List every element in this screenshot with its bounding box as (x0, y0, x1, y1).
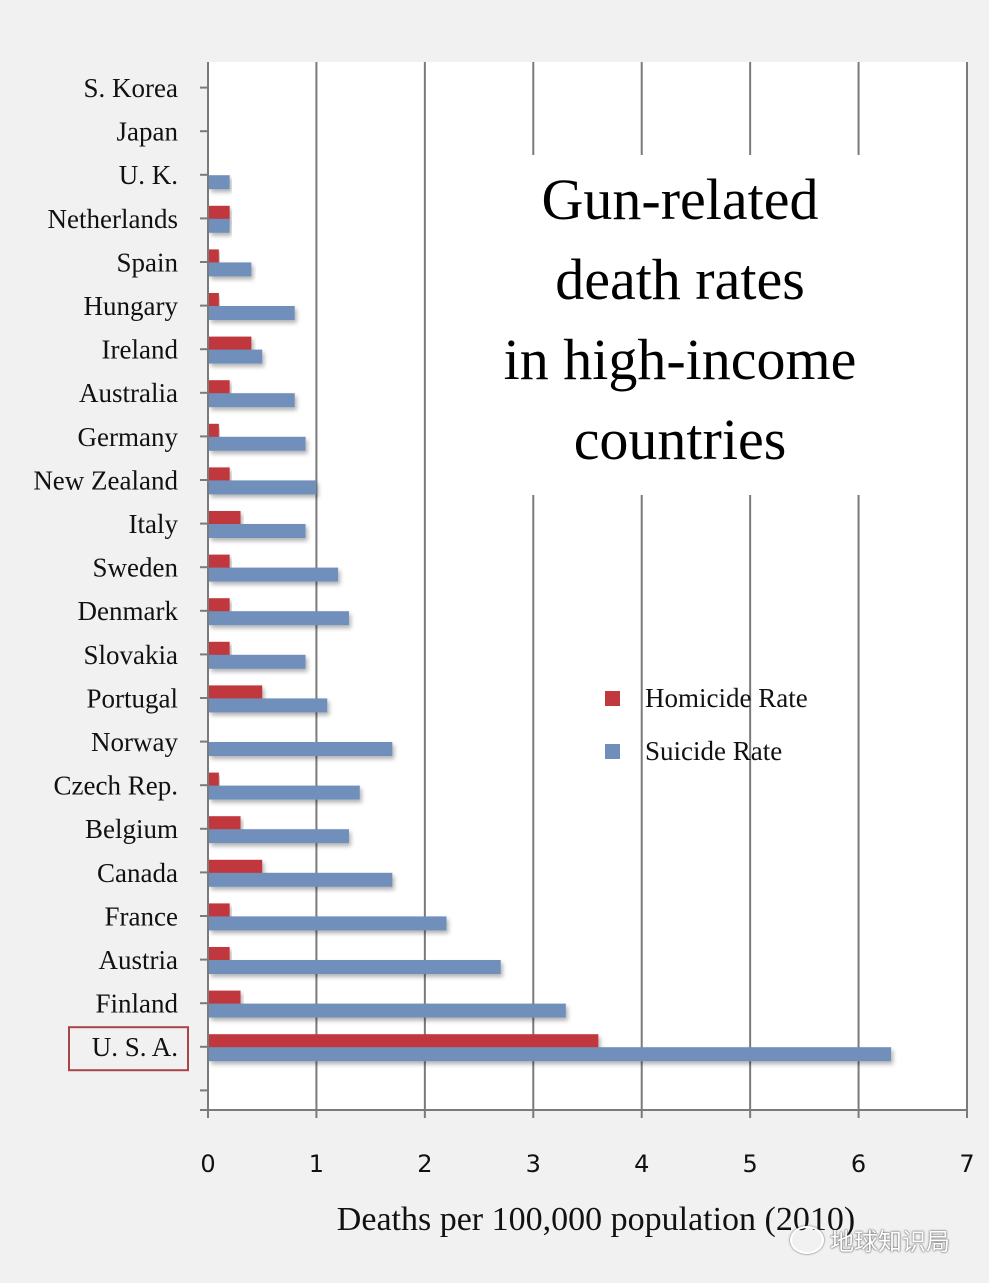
category-label: Norway (91, 727, 178, 757)
wechat-icon (790, 1225, 824, 1254)
highlight-box (68, 1026, 189, 1072)
x-tick-label: 6 (851, 1150, 866, 1178)
category-label: U. K. (119, 160, 178, 190)
category-label: Australia (79, 378, 178, 408)
category-label: Czech Rep. (54, 771, 178, 801)
suicide-bar (209, 349, 263, 364)
suicide-bar (209, 960, 501, 974)
homicide-bar (209, 903, 230, 918)
category-label: Hungary (84, 291, 179, 321)
homicide-bar (209, 423, 219, 438)
suicide-bar (209, 742, 393, 756)
title-line: countries (573, 407, 787, 472)
chart-title: Gun-related death rates in high-income c… (440, 160, 920, 480)
category-label: Belgium (85, 814, 178, 844)
category-label: Italy (129, 509, 179, 539)
watermark: 地球知识局 (790, 1222, 950, 1257)
category-label: Ireland (102, 335, 179, 365)
legend: Homicide Rate Suicide Rate (605, 672, 808, 778)
category-label: Austria (99, 945, 179, 975)
suicide-bar (209, 262, 252, 277)
suicide-bar (209, 698, 328, 713)
legend-item-homicide: Homicide Rate (605, 672, 808, 725)
category-label: New Zealand (33, 465, 178, 495)
homicide-bar (209, 511, 241, 525)
x-axis-label: Deaths per 100,000 population (2010) (337, 1201, 855, 1238)
homicide-bar (209, 554, 230, 569)
category-label: Portugal (87, 683, 179, 713)
legend-label: Homicide Rate (645, 683, 808, 713)
title-line: death rates (555, 247, 805, 312)
x-tick-label: 0 (200, 1150, 215, 1178)
category-label: Germany (78, 422, 179, 452)
category-label: France (105, 901, 178, 931)
homicide-bar (209, 685, 263, 700)
suicide-bar (209, 567, 339, 582)
watermark-text: 地球知识局 (830, 1228, 950, 1256)
category-label: Sweden (93, 553, 179, 583)
x-tick-label: 1 (309, 1150, 324, 1178)
suicide-bar (209, 524, 306, 538)
legend-label: Suicide Rate (645, 736, 783, 766)
suicide-bar (209, 916, 447, 931)
suicide-bar (209, 611, 349, 626)
category-label: Netherlands (48, 204, 178, 234)
homicide-bar (209, 990, 241, 1005)
homicide-bar (209, 641, 230, 656)
title-line: in high-income (503, 327, 857, 392)
homicide-bar (209, 293, 219, 307)
homicide-bar (209, 380, 230, 395)
suicide-bar (209, 785, 360, 800)
suicide-bar (209, 1047, 892, 1062)
category-label: Japan (117, 117, 179, 147)
category-label: Canada (97, 858, 178, 888)
suicide-bar (209, 393, 295, 408)
category-label: Spain (116, 247, 178, 277)
x-tick-label: 7 (959, 1150, 974, 1178)
category-label: Finland (95, 989, 178, 1019)
x-tick-label: 4 (634, 1150, 649, 1178)
suicide-bar (209, 872, 393, 887)
homicide-bar (209, 467, 230, 482)
homicide-bar (209, 336, 252, 351)
homicide-swatch-icon (605, 691, 620, 706)
suicide-bar (209, 218, 230, 233)
x-tick-label: 3 (526, 1150, 541, 1178)
homicide-bar (209, 859, 263, 874)
homicide-bar (209, 205, 230, 220)
category-label: U. S. A. (92, 1032, 178, 1062)
suicide-bar (209, 436, 306, 451)
homicide-bar (209, 598, 230, 613)
suicide-swatch-icon (605, 744, 620, 759)
homicide-bar (209, 772, 219, 787)
title-background (455, 155, 905, 495)
homicide-bar (209, 947, 230, 961)
suicide-bar (209, 654, 306, 669)
x-tick-label: 5 (743, 1150, 758, 1178)
category-label: Slovakia (84, 640, 179, 670)
category-label: S. Korea (84, 73, 178, 103)
homicide-bar (209, 249, 219, 264)
suicide-bar (209, 829, 349, 844)
suicide-bar (209, 175, 230, 190)
legend-item-suicide: Suicide Rate (605, 725, 808, 778)
suicide-bar (209, 1003, 566, 1018)
homicide-bar (209, 816, 241, 831)
title-line: Gun-related (541, 167, 819, 232)
homicide-bar (209, 1034, 599, 1049)
category-label: Denmark (78, 596, 179, 626)
suicide-bar (209, 306, 295, 320)
suicide-bar (209, 480, 317, 495)
x-tick-label: 2 (417, 1150, 432, 1178)
